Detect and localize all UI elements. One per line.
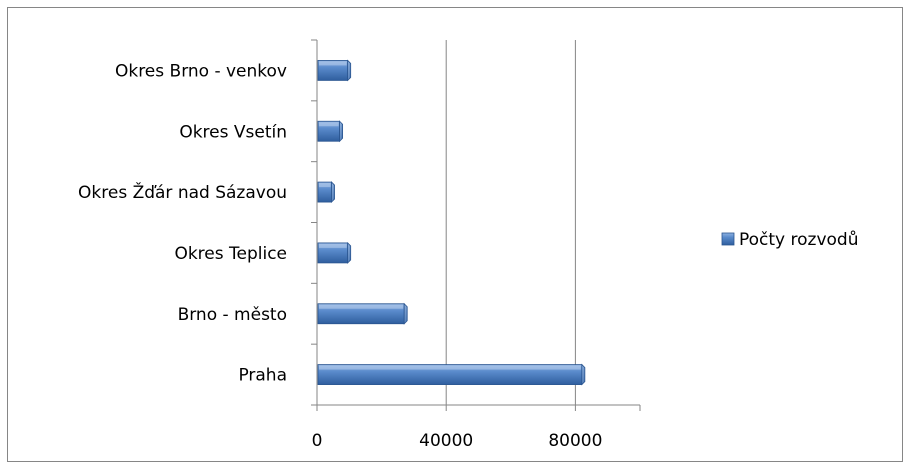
bar-highlight — [319, 122, 339, 127]
chart-frame — [7, 7, 903, 462]
category-label: Okres Teplice — [174, 244, 287, 264]
bar — [317, 363, 586, 386]
bar — [317, 120, 344, 143]
bar-end-cap — [347, 59, 352, 82]
bar — [317, 59, 352, 82]
bar-end-cap — [339, 120, 344, 143]
bar-end-cap — [581, 363, 586, 386]
bar — [317, 302, 408, 325]
bar-end-cap — [347, 241, 352, 264]
legend-swatch — [721, 232, 735, 246]
bar-highlight — [319, 365, 581, 370]
bars — [317, 59, 586, 386]
x-tick-label: 80000 — [548, 431, 602, 451]
category-label: Praha — [238, 366, 287, 386]
labels: 0 40000 80000 Praha Brno - město Okres Teplic… — [78, 61, 602, 451]
bar — [317, 181, 335, 204]
category-label: Okres Vsetín — [179, 122, 287, 142]
bar-highlight — [319, 304, 404, 309]
bar-highlight — [319, 243, 347, 248]
bar-highlight — [319, 183, 331, 188]
bar-highlight — [319, 61, 347, 66]
x-tick-label: 0 — [312, 431, 323, 451]
bar — [317, 241, 352, 264]
gridlines — [445, 40, 576, 405]
category-label: Brno - město — [178, 305, 287, 325]
legend: Počty rozvodů — [721, 230, 859, 250]
category-label: Okres Brno - venkov — [115, 61, 287, 81]
category-label: Okres Žďár nad Sázavou — [78, 181, 287, 203]
bar-end-cap — [331, 181, 335, 204]
legend-label: Počty rozvodů — [739, 230, 859, 250]
x-tick-label: 40000 — [419, 431, 473, 451]
axes — [311, 39, 641, 411]
bar-end-cap — [403, 302, 408, 325]
